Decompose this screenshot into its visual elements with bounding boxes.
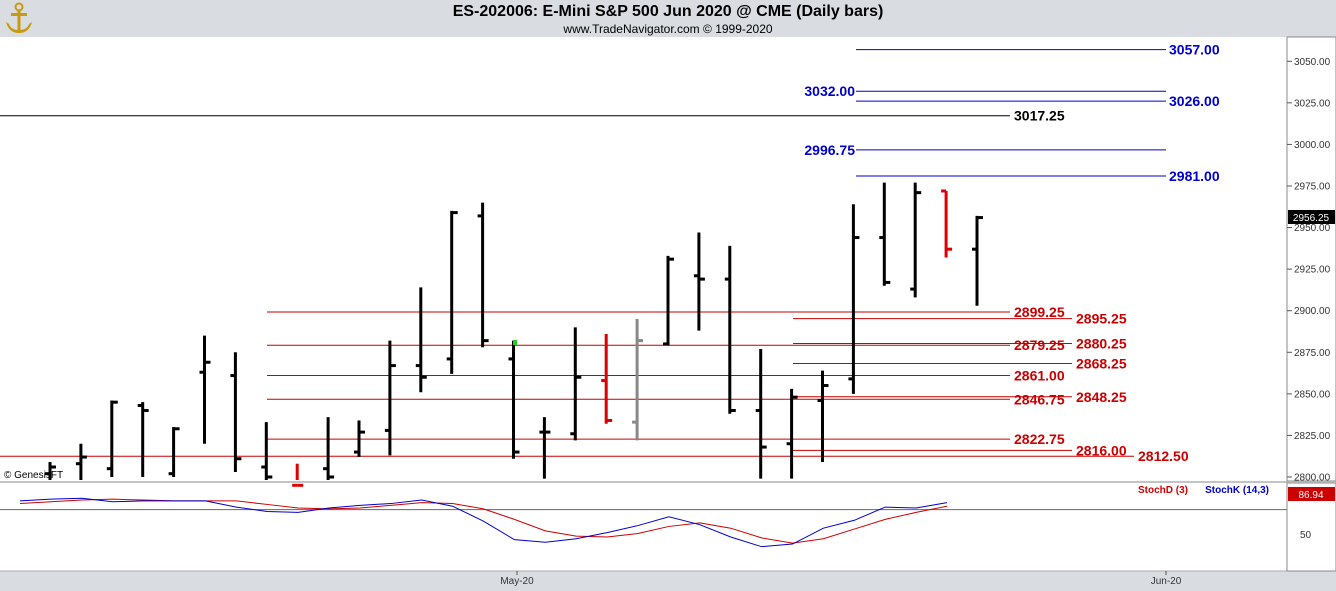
- y-tick-label: 2900.00: [1294, 306, 1331, 317]
- level-label: 2899.25: [1014, 304, 1065, 320]
- y-tick-label: 3025.00: [1294, 98, 1331, 109]
- y-tick-label: 2925.00: [1294, 265, 1331, 276]
- level-label: 2880.25: [1076, 336, 1127, 352]
- last-price-label: 2956.25: [1293, 213, 1330, 224]
- y-tick-label: 2800.00: [1294, 473, 1331, 484]
- y-tick-label: 3050.00: [1294, 57, 1331, 68]
- ohlc-bar: [879, 182, 891, 286]
- level-label: 3026.00: [1169, 93, 1220, 109]
- y-tick-label: 3000.00: [1294, 140, 1331, 151]
- level-label: 2822.75: [1014, 431, 1065, 447]
- level-label: 3017.25: [1014, 108, 1065, 124]
- ohlc-bar: [45, 462, 56, 480]
- y-tick-label: 2875.00: [1294, 348, 1331, 359]
- stochk-line: [19, 497, 948, 548]
- y-tick-label: 2850.00: [1294, 389, 1331, 400]
- copyright-label: © GenesisFT: [4, 470, 63, 481]
- chart-header: ES-202006: E-Mini S&P 500 Jun 2020 @ CME…: [0, 0, 1336, 37]
- ohlc-bar: [693, 232, 705, 331]
- x-tick-label: May-20: [500, 576, 534, 587]
- level-label: 2812.50: [1138, 448, 1189, 464]
- ohlc-bar: [539, 417, 551, 479]
- level-label: 3032.00: [804, 83, 855, 99]
- ohlc-bar: [354, 420, 365, 458]
- y-tick-label: 2975.00: [1294, 181, 1331, 192]
- chart-title: ES-202006: E-Mini S&P 500 Jun 2020 @ CME…: [452, 3, 884, 20]
- ohlc-bar: [106, 400, 118, 477]
- ohlc-bar: [848, 204, 860, 394]
- ohlc-bar: [415, 287, 427, 393]
- ohlc-bar: [230, 352, 242, 473]
- ohlc-bar: [477, 202, 489, 348]
- ohlc-bar: [786, 388, 798, 479]
- indicator-tick-50: 50: [1300, 530, 1312, 541]
- indicator-last-box: [1288, 487, 1335, 501]
- level-label: 2996.75: [804, 142, 855, 158]
- price-plot-area: [0, 37, 1287, 481]
- level-label: 2868.25: [1076, 356, 1127, 372]
- ohlc-bar: [446, 210, 458, 374]
- ohlc-bar: [137, 402, 149, 477]
- ohlc-bar: [384, 340, 396, 456]
- ohlc-bar: [75, 443, 87, 480]
- ohlc-bar: [168, 427, 180, 477]
- y-tick-label: 2825.00: [1294, 431, 1331, 442]
- ohlc-bar: [199, 335, 211, 444]
- x-axis-labels: May-20 Jun-20: [500, 571, 1182, 587]
- ohlc-bar: [570, 327, 582, 441]
- indicator-plot-area: [0, 483, 1287, 571]
- last-price-box: [1288, 210, 1335, 224]
- level-label: 2981.00: [1169, 168, 1220, 184]
- indicator-last-value: 86.94: [1298, 490, 1323, 501]
- x-tick-label: Jun-20: [1151, 576, 1182, 587]
- ohlc-bars: [45, 182, 983, 487]
- ohlc-bar: [601, 333, 613, 424]
- ohlc-bar: [755, 348, 767, 479]
- level-label: 2848.25: [1076, 389, 1127, 405]
- stochk-legend: StochK (14,3): [1205, 485, 1269, 496]
- chart-subtitle: www.TradeNavigator.com © 1999-2020: [563, 22, 773, 36]
- ohlc-bar: [632, 319, 644, 441]
- level-label: 3057.00: [1169, 42, 1220, 58]
- price-axis: [1286, 36, 1336, 482]
- ohlc-bar: [817, 370, 829, 463]
- signal-marker: [513, 340, 517, 345]
- ohlc-bar: [941, 189, 953, 258]
- level-label: 2816.00: [1076, 442, 1127, 458]
- y-axis-ticks: 3050.00 3025.00 3000.00 2975.00 2950.00 2925.…: [1287, 57, 1331, 484]
- ohlc-bar: [292, 463, 304, 487]
- ohlc-bar: [323, 417, 335, 480]
- ohlc-bar: [972, 215, 983, 306]
- stochastic-indicator: [0, 497, 1287, 548]
- level-label: 2879.25: [1014, 337, 1065, 353]
- level-label: 2895.25: [1076, 311, 1127, 327]
- y-tick-label: 2950.00: [1294, 223, 1331, 234]
- price-levels: 3057.00 3032.00 3026.00 3017.25 2996.75 2981.…: [0, 42, 1220, 464]
- ohlc-bar: [910, 182, 922, 298]
- stochd-legend: StochD (3): [1138, 485, 1188, 496]
- ohlc-bar: [724, 245, 736, 414]
- anchor-logo-icon: [6, 2, 32, 33]
- ohlc-bar: [508, 340, 520, 459]
- level-label: 2846.75: [1014, 391, 1065, 407]
- ohlc-bar: [663, 255, 674, 346]
- ohlc-bar: [261, 422, 273, 480]
- level-label: 2861.00: [1014, 368, 1065, 384]
